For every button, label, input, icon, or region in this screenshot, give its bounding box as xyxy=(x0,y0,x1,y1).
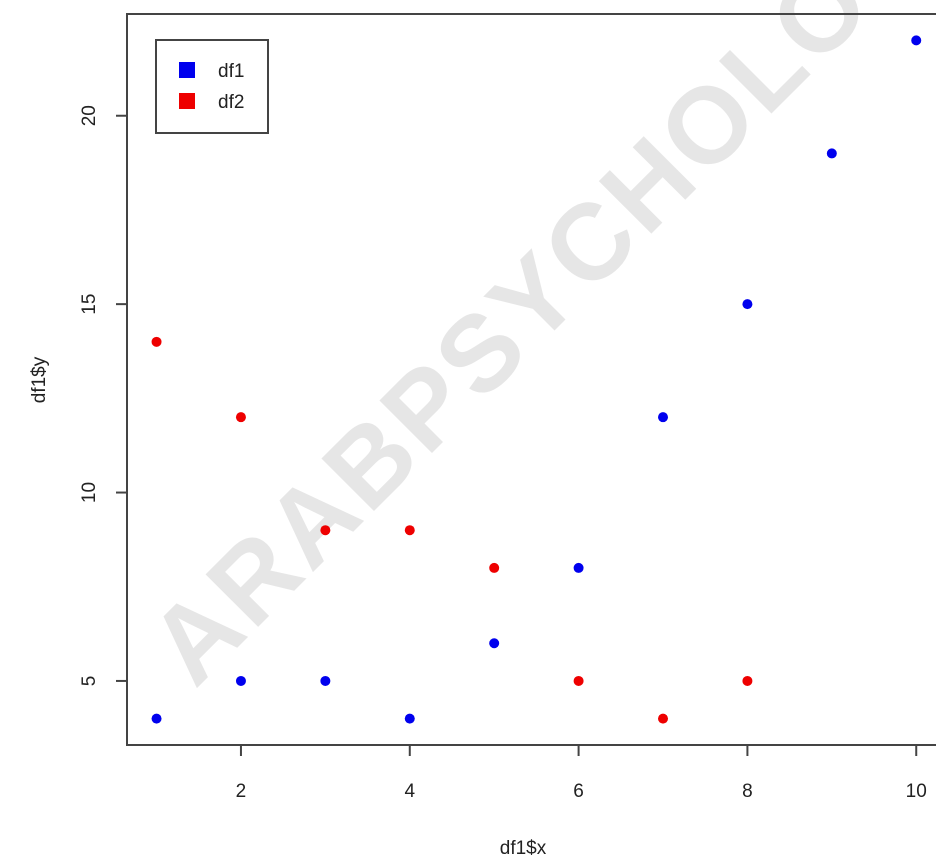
y-tick-label-15: 15 xyxy=(79,294,100,315)
df1-legend-label: df1 xyxy=(218,61,244,82)
x-tick-label-4: 4 xyxy=(404,781,415,802)
df2-point-4 xyxy=(404,525,415,536)
y-tick-label-5: 5 xyxy=(79,676,100,687)
df1-point-10 xyxy=(911,35,922,46)
df1-point-9 xyxy=(826,148,837,159)
y-tick-label-10: 10 xyxy=(79,482,100,503)
df1-point-4 xyxy=(404,713,415,724)
df2-point-3 xyxy=(320,525,331,536)
df2-point-1 xyxy=(151,336,162,347)
df1-point-1 xyxy=(151,713,162,724)
x-tick-label-6: 6 xyxy=(573,781,584,802)
y-axis-label: df1$y xyxy=(29,356,50,403)
df2-point-6 xyxy=(573,675,584,686)
df1-point-2 xyxy=(235,675,246,686)
df1-point-3 xyxy=(320,675,331,686)
df2-point-2 xyxy=(235,412,246,423)
df2-point-7 xyxy=(658,713,669,724)
x-axis-label: df1$x xyxy=(500,838,547,859)
x-tick-label-10: 10 xyxy=(906,781,927,802)
df1-point-5 xyxy=(489,638,500,649)
df1-point-8 xyxy=(742,299,753,310)
df1-legend-swatch xyxy=(179,62,195,78)
df2-legend-label: df2 xyxy=(218,92,244,113)
y-tick-label-20: 20 xyxy=(79,105,100,126)
df1-point-6 xyxy=(573,562,584,573)
x-tick-label-8: 8 xyxy=(742,781,753,802)
x-tick-label-2: 2 xyxy=(236,781,247,802)
df2-point-8 xyxy=(742,675,753,686)
df2-point-5 xyxy=(489,562,500,573)
df2-legend-swatch xyxy=(179,93,195,109)
df1-point-7 xyxy=(658,412,669,423)
data-points xyxy=(151,35,922,724)
legend-box xyxy=(155,39,269,134)
x-axis: 2 4 6 8 10 xyxy=(236,744,927,802)
y-axis: 5 10 15 20 xyxy=(79,105,128,687)
